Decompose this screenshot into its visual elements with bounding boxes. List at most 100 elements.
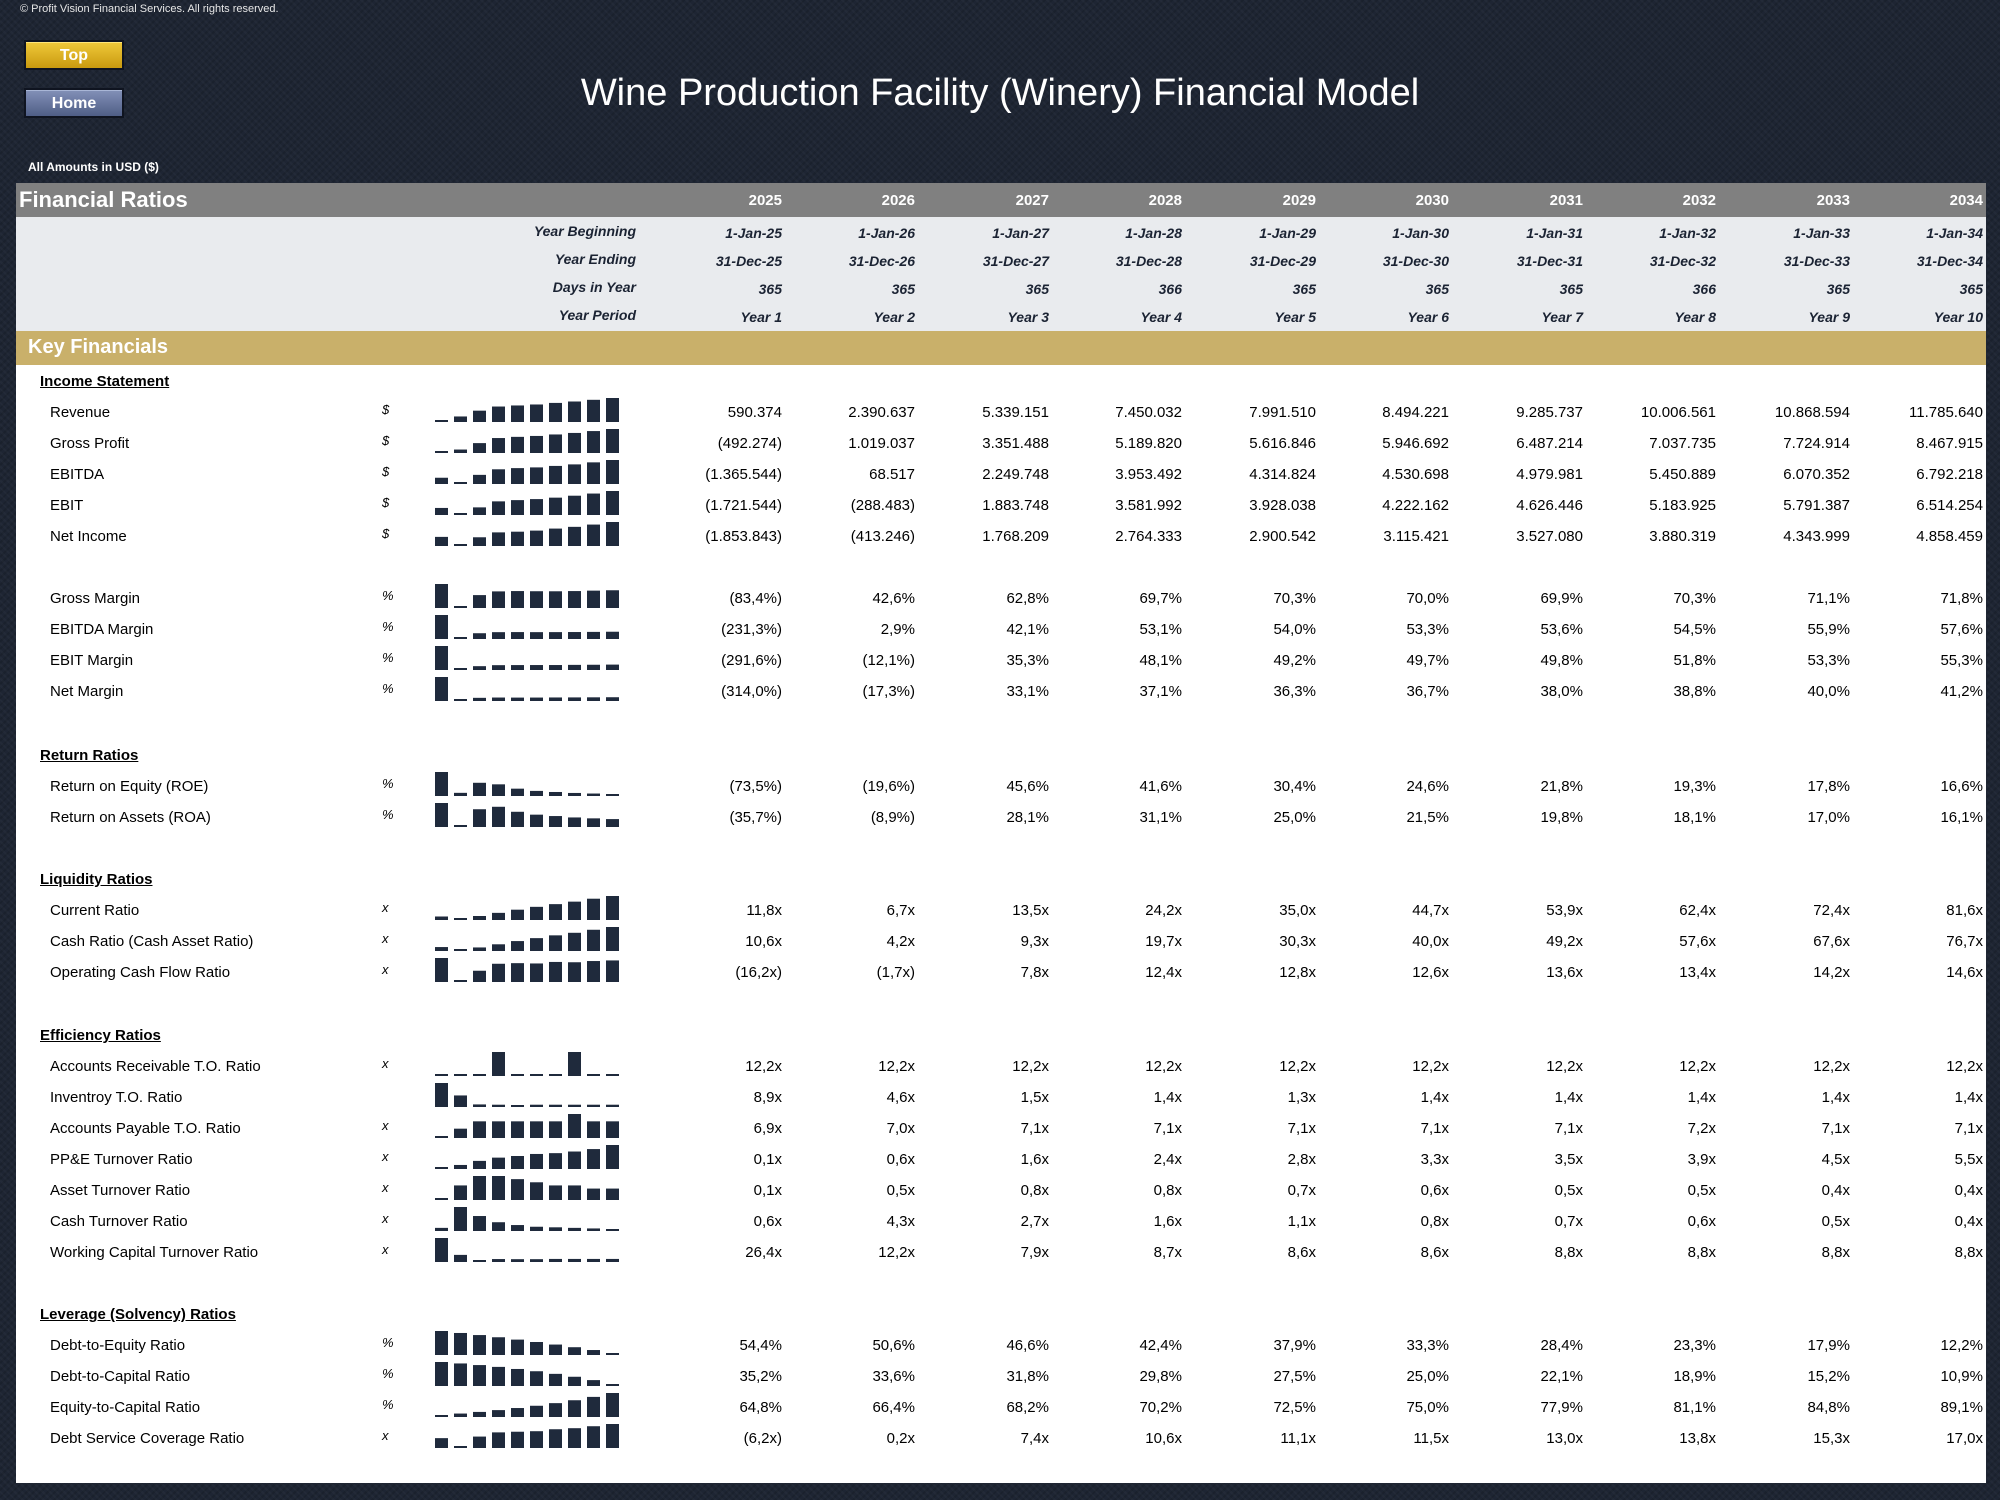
sparkline xyxy=(435,1207,619,1231)
row-value: 6.070.352 xyxy=(1783,466,1850,483)
row-value: 33,6% xyxy=(872,1368,915,1385)
sparkline-bar xyxy=(587,1104,600,1107)
key-financials-title: Key Financials xyxy=(28,336,169,358)
period-value: Year 5 xyxy=(1274,309,1316,325)
sparkline-bar xyxy=(435,507,448,515)
sparkline-bar xyxy=(492,632,505,639)
period-value: 1-Jan-26 xyxy=(858,225,915,241)
row-value: 10.006.561 xyxy=(1640,404,1716,421)
period-value: 31-Dec-30 xyxy=(1382,253,1449,269)
sparkline-bar xyxy=(530,435,543,453)
row-value: (8,9%) xyxy=(870,809,915,826)
row-value: 21,8% xyxy=(1540,778,1583,795)
period-value: 1-Jan-33 xyxy=(1793,225,1850,241)
sparkline-bar xyxy=(530,697,543,701)
row-value: 8.494.221 xyxy=(1382,404,1449,421)
row-value: 3.928.038 xyxy=(1249,497,1316,514)
row-value: 55,9% xyxy=(1807,621,1850,638)
sparkline-bar xyxy=(606,1121,619,1138)
sparkline xyxy=(435,646,619,670)
period-value: 1-Jan-27 xyxy=(992,225,1049,241)
sparkline-bar xyxy=(435,947,448,951)
year-header: 2028 xyxy=(1148,192,1182,209)
row-value: 42,6% xyxy=(872,590,915,607)
row-value: 13,8x xyxy=(1679,1430,1716,1447)
sparkline-bar xyxy=(454,825,467,827)
row-value: 53,3% xyxy=(1406,621,1449,638)
row-label: Operating Cash Flow Ratio xyxy=(50,964,231,981)
row-value: (288.483) xyxy=(850,497,915,514)
row-value: 81,1% xyxy=(1673,1399,1716,1416)
year-header: 2026 xyxy=(881,192,915,209)
sparkline-bar xyxy=(568,1347,581,1355)
row-value: 7.991.510 xyxy=(1249,404,1316,421)
sparkline-bar xyxy=(568,401,581,422)
row-value: 17,9% xyxy=(1807,1337,1850,1354)
sparkline-bar xyxy=(587,697,600,701)
row-value: 10,6x xyxy=(1145,1430,1182,1447)
row-value: 67,6x xyxy=(1813,933,1850,950)
sparkline-bar xyxy=(454,668,467,670)
row-value: 40,0% xyxy=(1807,683,1850,700)
sparkline-bar xyxy=(530,790,543,796)
row-value: 25,0% xyxy=(1406,1368,1449,1385)
sparkline-bar xyxy=(511,909,524,920)
home-button[interactable]: Home xyxy=(24,88,124,118)
row-value: 7,1x xyxy=(1287,1120,1316,1137)
row-value: 9,3x xyxy=(1020,933,1049,950)
row-unit: x xyxy=(382,1149,389,1164)
sparkline-bar xyxy=(568,1151,581,1169)
sparkline-bar xyxy=(435,1136,448,1138)
period-value: 1-Jan-31 xyxy=(1526,225,1583,241)
sparkline xyxy=(435,460,619,484)
row-value: 12,2x xyxy=(1546,1058,1583,1075)
sparkline-bar xyxy=(568,1227,581,1231)
sparkline-bar xyxy=(568,1104,581,1107)
row-value: 25,0% xyxy=(1273,809,1316,826)
sparkline-bar xyxy=(511,1431,524,1448)
period-value: Year 8 xyxy=(1674,309,1716,325)
period-value: 365 xyxy=(1425,281,1449,297)
sparkline-bar xyxy=(473,1104,486,1107)
sparkline-bar xyxy=(454,449,467,453)
row-value: 5.791.387 xyxy=(1783,497,1850,514)
sparkline xyxy=(435,1052,619,1076)
sparkline-bar xyxy=(549,591,562,608)
sparkline-bar xyxy=(454,1128,467,1138)
row-value: (6,2x) xyxy=(743,1430,782,1447)
row-value: 18,1% xyxy=(1673,809,1716,826)
row-label: Debt-to-Capital Ratio xyxy=(50,1368,191,1385)
sparkline-bar xyxy=(492,963,505,982)
row-value: 62,8% xyxy=(1006,590,1049,607)
currency-note: All Amounts in USD ($) xyxy=(28,160,159,174)
sparkline-bar xyxy=(549,665,562,670)
sparkline-bar xyxy=(511,1225,524,1231)
sparkline-bar xyxy=(587,462,600,484)
row-value: 7,1x xyxy=(1821,1120,1850,1137)
sparkline-bar xyxy=(435,1083,448,1107)
row-value: 45,6% xyxy=(1006,778,1049,795)
period-value: 1-Jan-28 xyxy=(1125,225,1182,241)
sparkline-bar xyxy=(568,495,581,515)
row-value: 38,0% xyxy=(1540,683,1583,700)
top-button[interactable]: Top xyxy=(24,40,124,70)
sparkline-bar xyxy=(492,591,505,608)
sparkline-bar xyxy=(606,1424,619,1448)
row-value: 4,6x xyxy=(886,1089,915,1106)
sparkline-bar xyxy=(568,817,581,827)
period-value: 365 xyxy=(758,281,782,297)
period-value: 365 xyxy=(1292,281,1316,297)
row-value: 12,2x xyxy=(1412,1058,1449,1075)
row-label: Revenue xyxy=(50,404,111,421)
row-value: 48,1% xyxy=(1139,652,1182,669)
row-value: 55,3% xyxy=(1940,652,1983,669)
row-value: 6,9x xyxy=(753,1120,782,1137)
sparkline xyxy=(435,1424,619,1448)
row-value: 0,8x xyxy=(1153,1182,1182,1199)
sparkline-bar xyxy=(454,637,467,639)
year-header: 2033 xyxy=(1816,192,1850,209)
row-value: 22,1% xyxy=(1540,1368,1583,1385)
row-value: (231,3%) xyxy=(721,621,782,638)
row-value: 21,5% xyxy=(1406,809,1449,826)
sparkline-bar xyxy=(530,1431,543,1448)
